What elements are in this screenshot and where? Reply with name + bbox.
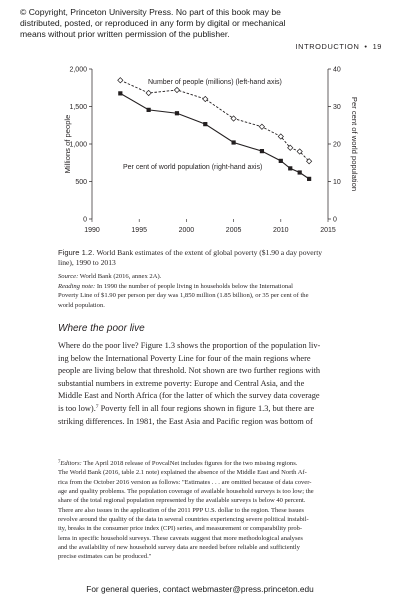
figure-notes: Source: World Bank (2016, annex 2A). Rea… [58, 272, 350, 310]
x-tick-label: 2010 [273, 227, 289, 234]
x-tick-label: 1995 [131, 227, 147, 234]
footnote-ref: 7 [95, 403, 99, 410]
footnote-line: age and quality problems. The population… [58, 488, 314, 496]
number-of-people-point [287, 144, 294, 151]
number-of-people-point [277, 133, 284, 140]
x-tick-label: 2000 [179, 227, 195, 234]
number-of-people-point [145, 89, 152, 97]
per-cent-point [288, 166, 293, 171]
figure-caption: Figure 1.2. World Bank estimates of the … [58, 248, 350, 269]
per-cent-point [259, 149, 265, 154]
right-axis-title: Per cent of world population [350, 97, 359, 191]
x-tick-label: 2015 [320, 227, 336, 234]
reading-note-label: Reading note: [58, 282, 96, 290]
per-cent-point [297, 170, 302, 175]
page-number: 19 [372, 42, 382, 51]
running-head-separator: • [364, 42, 368, 51]
copyright-line: means without prior written permission o… [20, 28, 230, 39]
per-cent-point [231, 140, 236, 145]
footnote-line: rica from the October 2016 version as fo… [58, 478, 312, 486]
copyright-notice: © Copyright, Princeton University Press.… [20, 7, 390, 39]
body-line: Poverty fell in all four regions shown i… [98, 403, 315, 413]
footnote-line: ity, breaks in the consumer price index … [58, 525, 303, 533]
left-y-tick-label: 0 [83, 217, 87, 224]
left-y-tick-label: 1,000 [69, 142, 87, 149]
number-of-people-point [306, 158, 313, 165]
copyright-line: distributed, posted, or reproduced in an… [20, 17, 286, 28]
per-cent-line [120, 92, 310, 180]
footnote-line: There are also issues in the application… [58, 506, 304, 514]
footnote-line: revolve around the quality of the data i… [58, 516, 309, 524]
body-line: ing below the International Poverty Line… [58, 353, 311, 363]
series-label-number-of-people: Number of people (millions) (left-hand a… [148, 79, 282, 86]
body-line: Where do the poor live? Figure 1.3 shows… [58, 341, 321, 350]
source-text: World Bank (2016, annex 2A). [79, 273, 162, 280]
left-axis-title: Millions of people [63, 115, 72, 174]
footnote-label: Editors: [60, 460, 82, 467]
footnote-line: The World Bank (2016, table 2.1 note) ex… [58, 469, 307, 477]
reading-note-line: Poverty Line of $1.90 per person per day… [58, 292, 309, 300]
per-cent-point [174, 111, 180, 116]
right-y-tick-label: 20 [333, 142, 341, 149]
chart-svg: 0 500 1,000 1,500 2,000 0 10 20 30 40 1990 1995 2000… [63, 67, 359, 235]
body-paragraph: Where do the poor live? Figure 1.3 shows… [58, 340, 350, 428]
footnote-line: The April 2018 release of PovcalNet incl… [81, 460, 298, 467]
body-line: is too low). [58, 403, 96, 413]
body-line: striking differences. In 1981, the East … [58, 416, 313, 426]
right-y-tick-label: 30 [333, 104, 341, 111]
x-tick-label: 1990 [84, 227, 100, 234]
footnote-line: precise estimates can be produced." [58, 553, 152, 561]
body-line: people are living below that threshold. … [58, 366, 321, 376]
body-line: Middle East and North Africa (for the la… [58, 391, 320, 401]
x-tick-label: 2005 [226, 227, 242, 234]
footnote-marker: 7 [58, 460, 61, 465]
number-of-people-point [202, 95, 209, 103]
number-of-people-point [173, 86, 181, 94]
number-of-people-line [120, 79, 310, 162]
footnote: 7Editors: The April 2018 release of Povc… [58, 459, 350, 562]
number-of-people-point [230, 115, 237, 122]
figure-caption-line: World Bank estimates of the extent of gl… [96, 248, 323, 257]
running-head: INTRODUCTION • 19 [296, 42, 382, 51]
left-y-tick-label: 2,000 [69, 67, 87, 74]
per-cent-point [118, 91, 123, 96]
figure-caption-line: line), 1990 to 2013 [58, 258, 116, 268]
footer-contact: For general queries, contact webmaster@p… [86, 584, 314, 594]
footnote-line: lems in specific household surveys. Thes… [58, 534, 303, 542]
per-cent-point [146, 107, 151, 112]
number-of-people-point [258, 123, 266, 130]
footnote-line: share of the total regional population r… [58, 497, 306, 505]
series-label-per-cent: Per cent of world population (right-hand… [123, 164, 262, 171]
section-title: Where the poor live [58, 323, 145, 334]
right-y-tick-label: 10 [333, 179, 341, 186]
left-y-tick-label: 1,500 [69, 104, 87, 111]
right-y-tick-label: 0 [333, 217, 337, 224]
number-of-people-point [296, 148, 303, 155]
left-y-tick-label: 500 [75, 179, 87, 186]
poverty-chart: 0 500 1,000 1,500 2,000 0 10 20 30 40 1990 1995 2000… [0, 0, 400, 250]
footnote-line: and the availability of new household su… [58, 544, 300, 552]
copyright-line: © Copyright, Princeton University Press.… [20, 7, 281, 17]
running-head-section: INTRODUCTION [295, 42, 360, 51]
reading-note-line: In 1990 the number of people living in h… [96, 282, 293, 290]
reading-note-line: world population. [58, 301, 105, 309]
per-cent-point [307, 176, 312, 181]
figure-label: Figure 1.2. [58, 248, 95, 257]
body-line: substantial numbers in extreme poverty: … [58, 378, 305, 388]
per-cent-point [203, 122, 208, 127]
right-y-tick-label: 40 [333, 67, 341, 74]
number-of-people-point [117, 77, 124, 84]
source-label: Source: [58, 273, 79, 280]
per-cent-point [278, 158, 283, 163]
